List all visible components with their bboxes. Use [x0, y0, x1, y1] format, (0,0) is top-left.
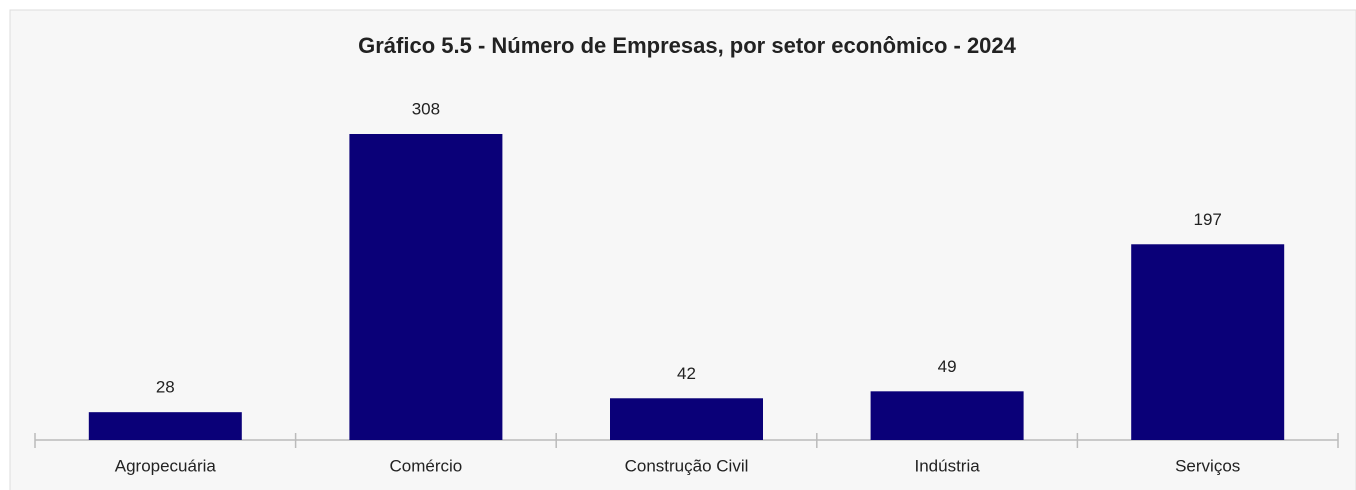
value-label: 42: [677, 364, 696, 383]
value-label: 28: [156, 378, 175, 397]
x-tick-label: Comércio: [390, 456, 463, 475]
x-tick-label: Serviços: [1175, 456, 1240, 475]
value-label: 49: [938, 357, 957, 376]
x-tick-label: Construção Civil: [625, 456, 749, 475]
bar: [870, 391, 1024, 440]
bar: [1131, 244, 1285, 440]
bar: [88, 412, 242, 440]
chart-title: Gráfico 5.5 - Número de Empresas, por se…: [358, 33, 1017, 58]
value-label: 197: [1194, 210, 1222, 229]
x-tick-label: Agropecuária: [115, 456, 217, 475]
bar: [610, 398, 763, 440]
x-tick-label: Indústria: [914, 456, 980, 475]
bar: [349, 134, 503, 440]
value-label: 308: [412, 99, 440, 118]
